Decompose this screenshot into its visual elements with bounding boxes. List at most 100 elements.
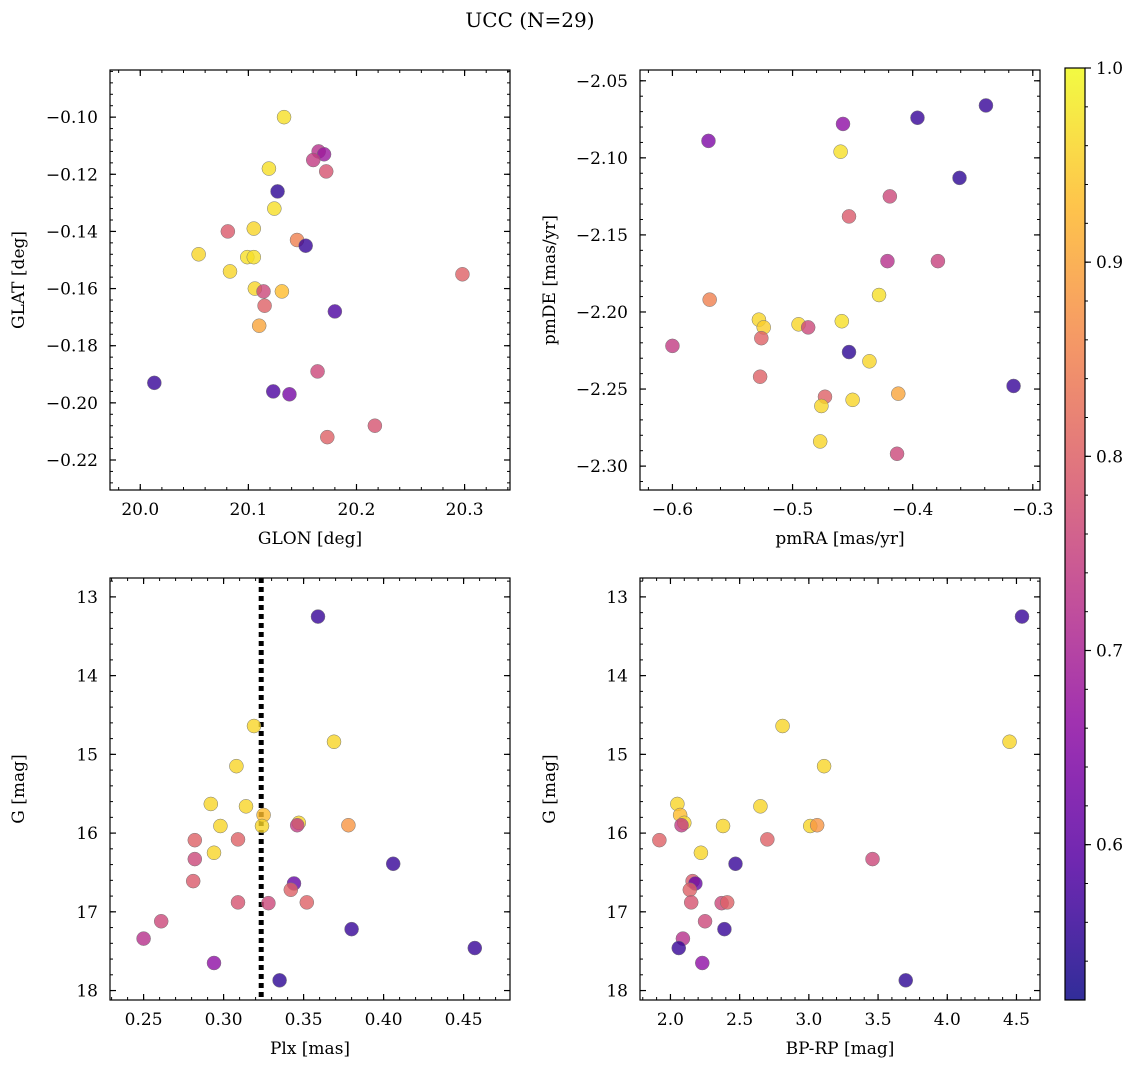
- y-tick-label: −0.10: [46, 108, 98, 128]
- scatter-point: [327, 304, 343, 319]
- y-tick-label: −2.15: [576, 226, 628, 246]
- scatter-point: [978, 98, 994, 113]
- scatter-point: [206, 955, 222, 971]
- y-axis-label: GLAT [deg]: [9, 231, 29, 329]
- colorbar-tick-label: 0.8: [1096, 447, 1123, 467]
- scatter-point: [341, 817, 356, 833]
- axes-frame: [109, 577, 511, 1001]
- scatter-point: [203, 796, 219, 812]
- x-tick-label: 20.3: [446, 500, 484, 520]
- scatter-point: [882, 189, 898, 204]
- colorbar-tick-label: 0.7: [1096, 642, 1123, 662]
- x-tick-label: −0.3: [1012, 500, 1053, 520]
- scatter-point: [701, 133, 716, 149]
- colorbar-gradient: [1065, 68, 1085, 1000]
- axes-frame: [639, 69, 1041, 491]
- scatter-point: [222, 264, 238, 279]
- scatter-point: [719, 895, 735, 910]
- x-tick-label: 20.2: [338, 500, 376, 520]
- scatter-point: [1014, 609, 1030, 624]
- colorbar-frame: [1064, 67, 1086, 1001]
- scatter-point: [261, 895, 276, 911]
- x-tick-label: 0.35: [285, 1010, 323, 1030]
- x-tick-label: 2.0: [657, 1010, 684, 1030]
- scatter-point: [238, 799, 254, 814]
- scatter-point: [318, 164, 334, 179]
- scatter-point: [310, 364, 325, 379]
- y-tick-label: −0.16: [46, 280, 98, 300]
- scatter-point: [246, 221, 262, 236]
- subplot-pmra_pmde: −0.6 −0.5 −0.4 −0.3 −2.30 −2.25 −2.20 −2.15 −2.1…: [540, 69, 1053, 549]
- x-tick-label: 3.0: [795, 1010, 822, 1030]
- x-tick-label: 2.5: [726, 1010, 753, 1030]
- y-axis-label: pmDE [mas/yr]: [540, 215, 560, 345]
- scatter-point: [816, 758, 832, 774]
- y-tick-label: 14: [76, 667, 98, 687]
- scatter-point: [246, 249, 262, 265]
- scatter-point: [344, 921, 359, 937]
- scatter-point: [753, 799, 768, 814]
- scatter-point: [187, 851, 203, 867]
- scatter-point: [682, 882, 698, 898]
- figure-title: UCC (N=29): [465, 8, 594, 32]
- subplot-grid: 20.0 20.1 20.2 20.3 −0.22 −0.20 −0.18 −0.16 −0.1…: [9, 69, 1053, 1059]
- x-tick-label: 4.5: [1003, 1010, 1030, 1030]
- scatter-point: [251, 318, 267, 333]
- y-tick-label: 16: [606, 824, 628, 844]
- colorbar-tick-label: 0.6: [1096, 836, 1123, 856]
- scatter-point: [153, 914, 169, 929]
- scatter-point: [267, 201, 282, 216]
- y-tick-label: −0.22: [46, 451, 98, 471]
- scatter-point: [693, 845, 709, 861]
- scatter-point: [289, 817, 305, 833]
- y-tick-label: 18: [76, 982, 98, 1002]
- y-axis-label: G [mag]: [9, 754, 29, 823]
- colorbar-tick-label: 1.0: [1096, 59, 1123, 79]
- scatter-point: [891, 386, 906, 401]
- y-tick-label: 18: [606, 982, 628, 1002]
- scatter-point: [652, 832, 667, 848]
- scatter-point: [213, 818, 228, 834]
- y-tick-label: 13: [606, 588, 628, 608]
- scatter-point: [728, 856, 743, 872]
- scatter-point: [835, 116, 851, 132]
- x-tick-label: 0.30: [205, 1010, 243, 1030]
- scatter-point: [898, 973, 913, 988]
- axes-frame: [639, 577, 1041, 1001]
- scatter-point: [841, 209, 857, 224]
- scatter-point: [254, 818, 270, 834]
- scatter-point: [256, 284, 271, 299]
- scatter-point: [187, 832, 203, 848]
- axes-frame: [109, 69, 511, 491]
- scatter-point: [229, 758, 244, 774]
- y-tick-label: 14: [606, 667, 628, 687]
- scatter-point: [674, 817, 689, 833]
- x-axis-label: Plx [mas]: [270, 1039, 350, 1059]
- y-tick-label: −0.14: [46, 222, 98, 242]
- y-tick-label: −0.20: [46, 394, 98, 414]
- y-tick-label: −0.18: [46, 337, 98, 357]
- x-tick-label: 20.0: [121, 500, 159, 520]
- scatter-point: [814, 398, 829, 414]
- y-tick-label: −2.10: [576, 149, 628, 169]
- scatter-point: [147, 375, 162, 391]
- scatter-point: [752, 369, 768, 384]
- scatter-point: [265, 384, 281, 399]
- scatter-point: [136, 931, 151, 946]
- scatter-point: [276, 109, 292, 125]
- x-tick-label: −0.4: [892, 500, 933, 520]
- scatter-point: [305, 152, 321, 168]
- x-tick-label: 0.25: [125, 1010, 163, 1030]
- scatter-point: [298, 238, 313, 253]
- scatter-point: [671, 940, 687, 956]
- scatter-point: [702, 292, 717, 307]
- x-tick-label: −0.5: [772, 500, 813, 520]
- scatter-point: [841, 344, 857, 360]
- scatter-point: [385, 856, 401, 872]
- scatter-point: [865, 851, 880, 867]
- scatter-point: [257, 298, 272, 313]
- scatter-point: [845, 392, 860, 408]
- scatter-point: [683, 895, 699, 910]
- scatter-point: [812, 434, 828, 449]
